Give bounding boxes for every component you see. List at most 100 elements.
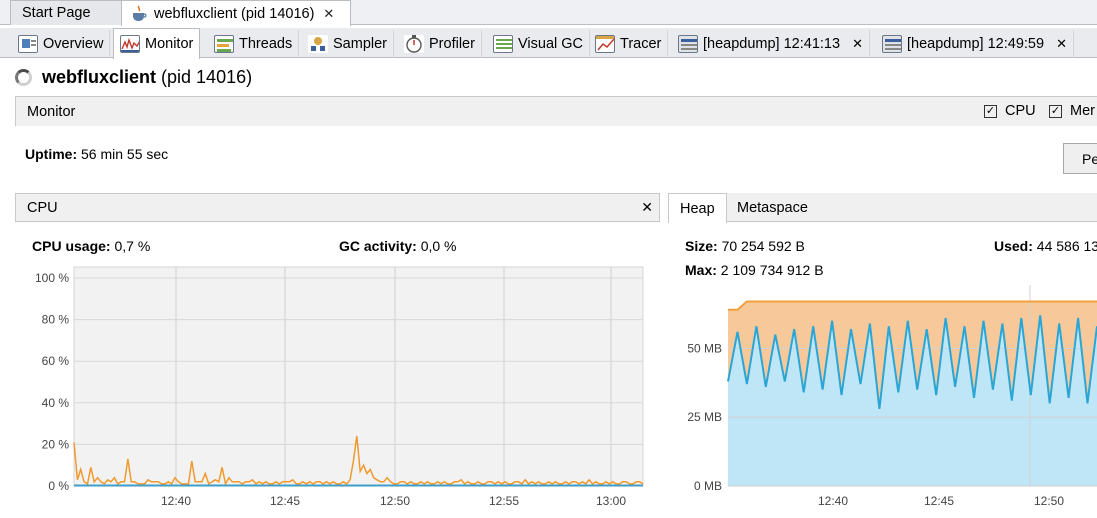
uptime: Uptime: 56 min 55 sec xyxy=(25,146,168,162)
x-tick-label: 12:50 xyxy=(1034,494,1064,508)
gc-activity-stat: GC activity: 0,0 % xyxy=(339,238,457,254)
x-tick-label: 13:00 xyxy=(596,494,626,508)
sampler-icon xyxy=(308,35,328,53)
tab-heapdump-1[interactable]: [heapdump] 12:41:13 ✕ xyxy=(672,30,870,58)
tab-heapdump-2[interactable]: [heapdump] 12:49:59 ✕ xyxy=(876,30,1074,58)
tab-label: Metaspace xyxy=(737,199,808,216)
x-tick-label: 12:45 xyxy=(924,494,954,508)
tab-label: Heap xyxy=(680,200,715,217)
doc-tab-label: webfluxclient (pid 14016) xyxy=(154,5,315,22)
checkbox-checked-icon: ✓ xyxy=(1049,104,1062,118)
tab-sampler[interactable]: Sampler xyxy=(302,30,394,58)
stat-label: Size: xyxy=(685,238,718,254)
monitor-label: Monitor xyxy=(27,103,76,120)
doc-tab-webfluxclient[interactable]: webfluxclient (pid 14016) ✕ xyxy=(121,0,351,26)
tab-label: Visual GC xyxy=(518,36,584,52)
x-tick-label: 12:40 xyxy=(161,494,191,508)
tab-label: [heapdump] 12:49:59 xyxy=(907,36,1045,52)
visual-gc-icon xyxy=(493,35,513,53)
tab-tracer[interactable]: Tracer xyxy=(589,30,669,58)
stat-value: 0,0 % xyxy=(420,238,457,254)
app-name: webfluxclient xyxy=(42,67,157,87)
heap-chart: 50 MB 25 MB 0 MB 12:40 12:45 12:50 xyxy=(687,285,1097,508)
tab-monitor[interactable]: Monitor xyxy=(113,28,201,59)
overview-icon xyxy=(18,35,38,53)
stat-value: 44 586 13 xyxy=(1036,238,1097,254)
view-tab-bar: Overview Monitor Threads Sampler Profile… xyxy=(0,28,1097,59)
y-tick-label: 0 MB xyxy=(694,479,722,493)
cpu-usage-stat: CPU usage: 0,7 % xyxy=(32,238,150,254)
heapdump-icon xyxy=(678,35,698,53)
close-icon[interactable]: ✕ xyxy=(641,199,653,215)
stat-value: 2 109 734 912 B xyxy=(720,262,824,278)
heap-size-line xyxy=(728,300,1097,311)
x-tick-label: 12:55 xyxy=(489,494,519,508)
close-icon[interactable]: ✕ xyxy=(852,36,863,51)
tab-label: Profiler xyxy=(429,36,475,52)
tracer-icon xyxy=(595,35,615,53)
checkbox-label: Mer xyxy=(1070,103,1095,119)
perform-gc-button[interactable]: Pe xyxy=(1063,143,1097,174)
loading-spinner-icon xyxy=(15,69,32,86)
page-title: webfluxclient (pid 14016) xyxy=(15,67,252,88)
checkbox-label: CPU xyxy=(1005,103,1036,119)
x-tick-label: 12:45 xyxy=(270,494,300,508)
y-tick-label: 50 MB xyxy=(687,341,722,355)
x-tick-label: 12:50 xyxy=(380,494,410,508)
x-tick-label: 12:40 xyxy=(818,494,848,508)
cpu-usage-line xyxy=(73,435,644,487)
y-tick-label: 20 % xyxy=(42,437,70,451)
stat-label: Max: xyxy=(685,262,717,278)
java-cup-icon xyxy=(130,4,148,23)
cpu-chart: 12:40 12:45 12:50 12:55 13:00 100 % 80 % 60 % 40… xyxy=(35,266,644,508)
tab-heap[interactable]: Heap xyxy=(668,193,727,223)
memory-checkbox[interactable]: ✓ Mer xyxy=(1049,103,1095,119)
doc-tab-start-page[interactable]: Start Page xyxy=(10,0,122,25)
stat-label: Used: xyxy=(994,238,1033,254)
heap-max-stat: Max: 2 109 734 912 B xyxy=(685,262,824,278)
uptime-value: 56 min 55 sec xyxy=(81,146,169,162)
tab-label: Tracer xyxy=(620,36,662,52)
tab-label: Sampler xyxy=(333,36,387,52)
heapdump-icon xyxy=(882,35,902,53)
tab-metaspace[interactable]: Metaspace xyxy=(726,193,819,222)
y-tick-label: 80 % xyxy=(42,313,70,327)
heap-used-area xyxy=(728,315,1097,486)
stopwatch-icon xyxy=(404,35,424,53)
checkbox-checked-icon: ✓ xyxy=(984,104,997,118)
monitor-icon xyxy=(120,35,140,53)
doc-tab-label: Start Page xyxy=(22,5,91,21)
heap-used-stat: Used: 44 586 13 xyxy=(994,238,1097,254)
document-tab-bar: Start Page webfluxclient (pid 14016) ✕ xyxy=(0,0,1097,26)
y-tick-label: 25 MB xyxy=(687,410,722,424)
monitor-section-header: Monitor xyxy=(15,96,1097,126)
tab-label: Monitor xyxy=(145,36,194,52)
y-tick-label: 40 % xyxy=(42,396,70,410)
app-pid: (pid 14016) xyxy=(161,67,253,87)
heap-size-stat: Size: 70 254 592 B xyxy=(685,238,805,254)
close-icon[interactable]: ✕ xyxy=(1056,36,1067,51)
heap-used-line xyxy=(727,315,1097,410)
stat-label: GC activity: xyxy=(339,238,417,254)
cpu-panel-header: CPU ✕ xyxy=(15,193,660,222)
y-tick-label: 60 % xyxy=(42,354,70,368)
heap-tab-bar: Heap Metaspace xyxy=(668,193,1097,223)
stat-value: 70 254 592 B xyxy=(721,238,805,254)
tab-visual-gc[interactable]: Visual GC xyxy=(487,30,591,58)
uptime-label: Uptime: xyxy=(25,146,78,162)
button-label: Pe xyxy=(1082,150,1097,167)
tab-overview[interactable]: Overview xyxy=(12,30,111,58)
y-tick-label: 100 % xyxy=(35,271,69,285)
close-icon[interactable]: ✕ xyxy=(323,5,335,21)
tab-label: Threads xyxy=(239,36,293,52)
tab-label: [heapdump] 12:41:13 xyxy=(703,36,841,52)
cpu-panel-title: CPU xyxy=(27,199,58,216)
stat-value: 0,7 % xyxy=(114,238,151,254)
tab-label: Overview xyxy=(43,36,104,52)
y-tick-label: 0 % xyxy=(48,479,69,493)
tab-profiler[interactable]: Profiler xyxy=(398,30,482,58)
threads-icon xyxy=(214,35,234,53)
stat-label: CPU usage: xyxy=(32,238,111,254)
cpu-checkbox[interactable]: ✓ CPU xyxy=(984,103,1036,119)
tab-threads[interactable]: Threads xyxy=(208,30,300,58)
